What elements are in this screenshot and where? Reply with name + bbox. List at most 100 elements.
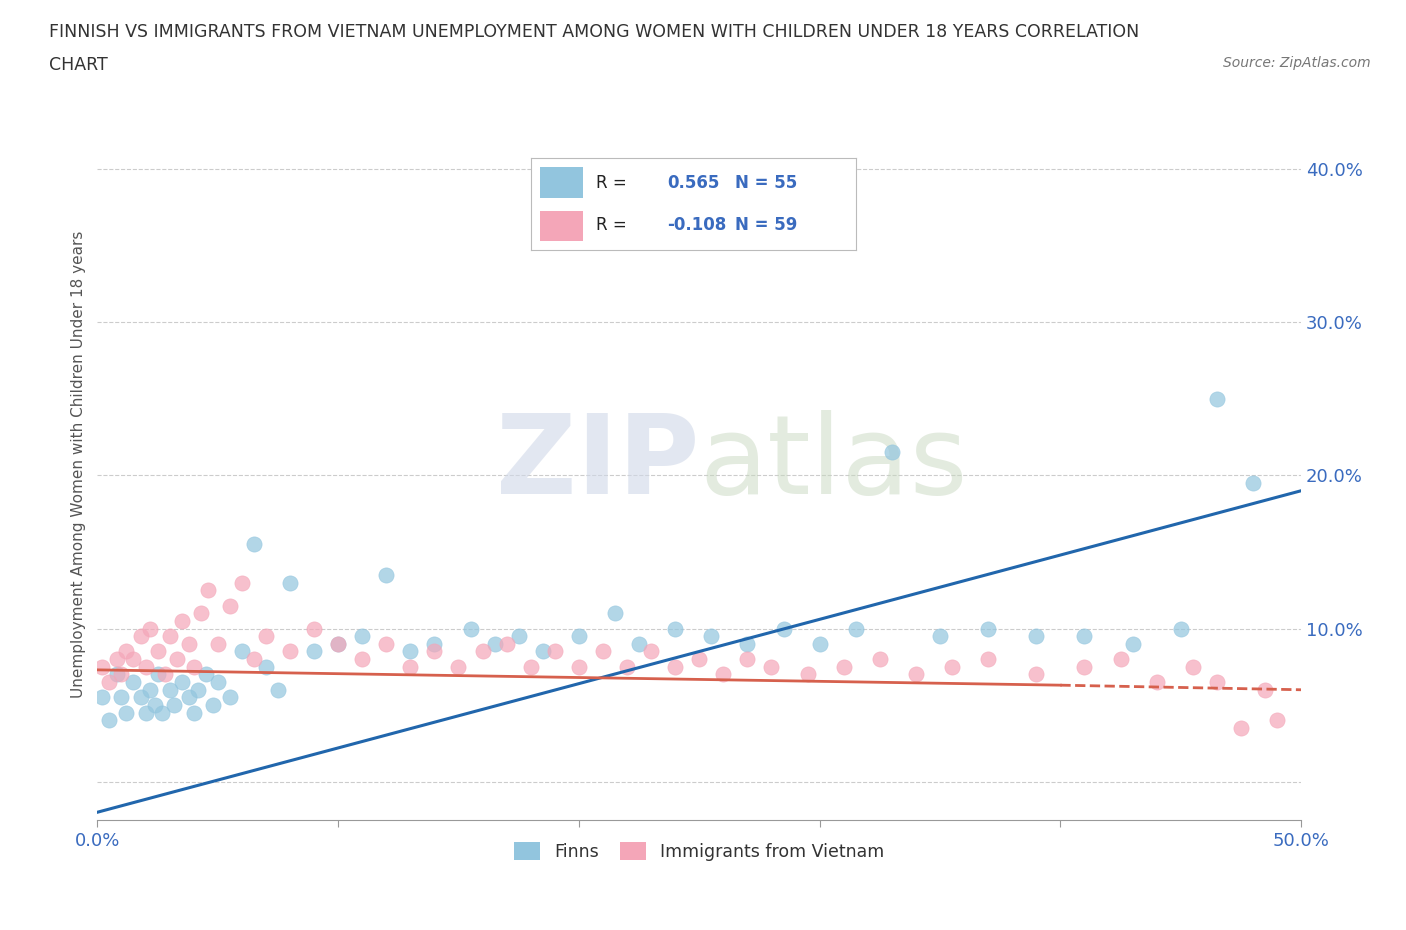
Point [737,652,759,667]
Point [1025,667,1047,682]
Point [761,659,783,674]
Point [1146,674,1168,689]
Point [1181,659,1204,674]
Point [845,621,868,636]
Point [146,644,169,659]
Point [447,659,470,674]
Point [159,683,181,698]
Point [326,636,349,651]
Point [568,659,591,674]
Point [278,644,301,659]
Point [929,629,952,644]
Point [664,621,686,636]
Point [98,674,121,689]
Point [187,683,209,698]
Point [91,659,114,674]
Point [375,636,398,651]
Point [484,636,506,651]
Point [190,605,212,620]
Point [129,690,152,705]
Point [832,659,855,674]
Point [110,690,132,705]
Point [352,629,374,644]
Point [194,667,217,682]
Point [159,629,181,644]
Point [640,644,662,659]
Point [129,629,152,644]
Point [1025,629,1047,644]
Legend: Finns, Immigrants from Vietnam: Finns, Immigrants from Vietnam [508,835,891,869]
Point [1265,713,1288,728]
Point [163,698,186,712]
Point [231,644,253,659]
Point [471,644,494,659]
Point [796,667,818,682]
Point [166,652,188,667]
Point [628,636,651,651]
Point [177,690,200,705]
Point [531,644,554,659]
Point [711,667,734,682]
Point [977,621,1000,636]
Point [737,636,759,651]
Point [105,652,128,667]
Point [1170,621,1192,636]
Point [254,659,277,674]
Point [218,690,240,705]
Point [267,683,290,698]
Point [183,659,205,674]
Point [278,575,301,590]
Point [1109,652,1132,667]
Point [110,667,132,682]
Point [399,659,422,674]
Point [460,621,482,636]
Point [326,636,349,651]
Point [91,690,114,705]
Point [177,636,200,651]
Point [134,659,156,674]
Point [139,621,162,636]
Y-axis label: Unemployment Among Women with Children Under 18 years: Unemployment Among Women with Children U… [72,231,86,698]
Point [115,644,138,659]
Point [616,659,638,674]
Point [519,659,541,674]
Point [122,674,145,689]
Point [153,667,176,682]
Point [139,683,162,698]
Point [880,445,903,460]
Point [243,652,266,667]
Point [1205,392,1227,406]
Point [150,705,173,720]
Text: atlas: atlas [699,410,967,517]
Text: CHART: CHART [49,56,108,73]
Point [664,659,686,674]
Point [423,644,446,659]
Point [592,644,614,659]
Point [143,698,166,712]
Point [1073,629,1095,644]
Point [1254,683,1277,698]
Point [98,713,121,728]
Point [243,537,266,551]
Point [1205,674,1227,689]
Point [302,621,325,636]
Point [183,705,205,720]
Point [134,705,156,720]
Point [495,636,517,651]
Point [688,652,710,667]
Point [207,636,229,651]
Point [170,674,193,689]
Point [399,644,422,659]
Point [869,652,891,667]
Point [1230,721,1253,736]
Point [544,644,567,659]
Text: Source: ZipAtlas.com: Source: ZipAtlas.com [1223,56,1371,70]
Text: FINNISH VS IMMIGRANTS FROM VIETNAM UNEMPLOYMENT AMONG WOMEN WITH CHILDREN UNDER : FINNISH VS IMMIGRANTS FROM VIETNAM UNEMP… [49,23,1139,41]
Point [1241,475,1264,490]
Point [302,644,325,659]
Point [254,629,277,644]
Point [1073,659,1095,674]
Point [146,667,169,682]
Point [941,659,963,674]
Point [700,629,723,644]
